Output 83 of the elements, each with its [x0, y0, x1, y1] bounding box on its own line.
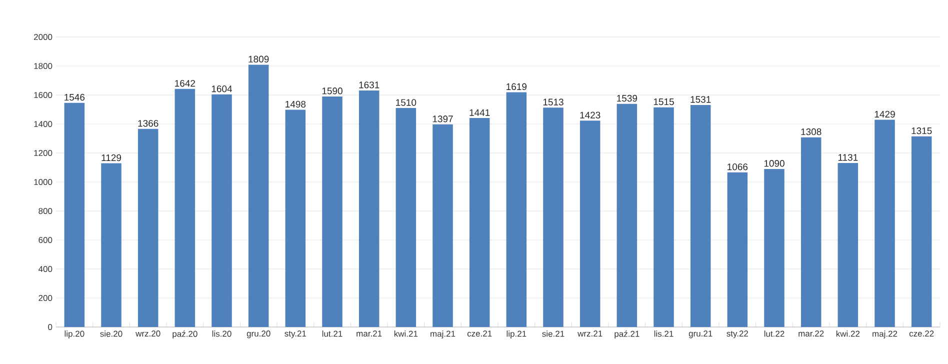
bar [101, 163, 122, 327]
x-tick-label: sty.22 [726, 330, 748, 338]
data-label: 1539 [617, 94, 638, 102]
data-label: 1809 [248, 56, 269, 62]
bar [764, 168, 784, 327]
data-label: 1423 [580, 112, 600, 118]
bar [911, 136, 932, 327]
data-label: 1429 [874, 110, 895, 118]
data-label: 1366 [138, 120, 158, 127]
x-tick-label: cze.21 [467, 330, 492, 337]
data-label: 1498 [286, 100, 306, 108]
x-tick-label: sty.21 [284, 330, 306, 338]
bar [616, 104, 638, 327]
bar [543, 108, 564, 327]
bar [138, 128, 158, 327]
data-label: 1590 [322, 88, 342, 94]
x-tick-label: wrz.21 [578, 330, 602, 336]
y-tick-label: 1200 [34, 150, 52, 156]
data-label: 1090 [764, 160, 784, 167]
bar [727, 172, 748, 327]
x-tick-label: kwi.22 [836, 330, 860, 337]
bar [64, 102, 85, 327]
x-tick-label: kwi.21 [394, 330, 418, 337]
x-tick-label: lis.21 [654, 330, 674, 337]
x-tick-label: paź.20 [172, 330, 198, 339]
x-tick-label: lip.20 [64, 330, 84, 338]
x-tick-label: sie.20 [100, 330, 122, 337]
data-label: 1308 [801, 128, 822, 136]
y-tick-label: 1600 [34, 92, 52, 98]
data-label: 1441 [470, 109, 490, 116]
data-label: 1066 [728, 163, 748, 170]
bar [212, 94, 232, 327]
data-label: 1315 [912, 127, 932, 134]
y-tick-label: 1000 [34, 178, 52, 186]
data-label: 1642 [175, 80, 196, 87]
x-tick-label: maj.22 [872, 330, 898, 338]
y-tick-label: 400 [38, 266, 52, 272]
data-label: 1546 [64, 94, 85, 101]
data-label: 1531 [690, 96, 711, 103]
y-tick-label: 200 [38, 294, 52, 302]
bar [358, 90, 380, 327]
bar [469, 118, 490, 327]
bar [580, 120, 600, 327]
x-tick-label: paź.21 [614, 330, 640, 339]
data-label: 1619 [506, 83, 527, 90]
bar [800, 137, 822, 327]
bar [396, 108, 416, 327]
data-label: 1129 [102, 154, 122, 162]
x-tick-label: mar.22 [798, 330, 824, 337]
x-tick-label: gru.21 [688, 330, 712, 338]
bar [174, 88, 196, 327]
data-label: 1131 [838, 154, 858, 161]
x-tick-label: maj.21 [430, 330, 456, 338]
data-label: 1604 [212, 85, 232, 92]
bar [432, 124, 453, 327]
bar [654, 107, 674, 327]
bar [322, 96, 342, 327]
y-tick-label: 1800 [34, 62, 52, 69]
y-tick-label: 600 [38, 236, 52, 244]
data-label: 1515 [654, 98, 674, 106]
x-tick-label: wrz.20 [136, 330, 160, 337]
x-tick-label: lip.21 [506, 330, 526, 338]
bar [506, 92, 527, 327]
data-label: 1397 [432, 116, 453, 122]
bar [874, 120, 895, 327]
x-tick-label: lut.22 [764, 330, 784, 337]
bar [838, 163, 858, 327]
x-tick-label: mar.21 [356, 330, 382, 337]
x-tick-label: sie.21 [542, 330, 564, 337]
data-label: 1510 [396, 99, 416, 106]
x-tick-label: lis.20 [212, 330, 232, 337]
bar [285, 110, 306, 327]
x-tick-label: cze.22 [909, 330, 934, 337]
data-label: 1513 [543, 98, 564, 106]
y-tick-label: 800 [38, 208, 52, 214]
y-tick-label: 2000 [34, 34, 52, 40]
x-tick-label: lut.21 [322, 330, 342, 337]
y-tick-label: 1400 [34, 120, 52, 128]
bar [690, 105, 711, 327]
x-tick-label: gru.20 [246, 330, 270, 338]
data-label: 1631 [359, 82, 380, 88]
bar [248, 64, 269, 327]
y-tick-label: 0 [48, 324, 52, 330]
